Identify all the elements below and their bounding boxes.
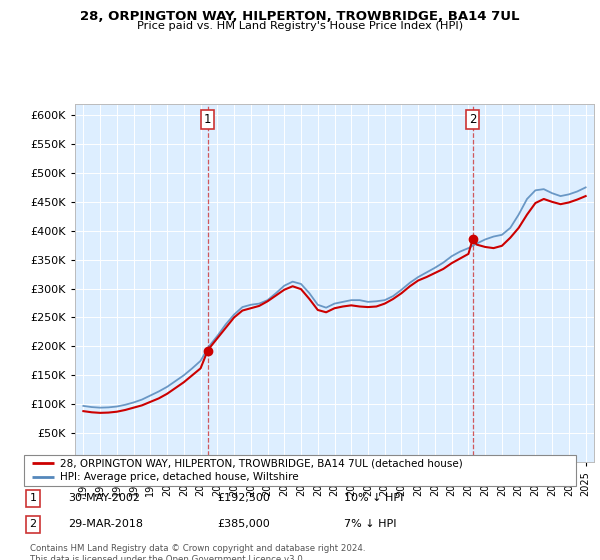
Text: £385,000: £385,000	[217, 519, 270, 529]
Text: 7% ↓ HPI: 7% ↓ HPI	[344, 519, 397, 529]
Text: 29-MAR-2018: 29-MAR-2018	[68, 519, 143, 529]
Text: 10% ↓ HPI: 10% ↓ HPI	[344, 493, 404, 503]
Text: 28, ORPINGTON WAY, HILPERTON, TROWBRIDGE, BA14 7UL (detached house): 28, ORPINGTON WAY, HILPERTON, TROWBRIDGE…	[60, 458, 463, 468]
Text: £192,500: £192,500	[217, 493, 270, 503]
Text: 1: 1	[204, 113, 211, 125]
Text: 1: 1	[29, 493, 37, 503]
Text: 30-MAY-2002: 30-MAY-2002	[68, 493, 140, 503]
Text: 2: 2	[29, 519, 37, 529]
Text: HPI: Average price, detached house, Wiltshire: HPI: Average price, detached house, Wilt…	[60, 472, 299, 482]
Text: 2: 2	[469, 113, 476, 125]
Text: 28, ORPINGTON WAY, HILPERTON, TROWBRIDGE, BA14 7UL: 28, ORPINGTON WAY, HILPERTON, TROWBRIDGE…	[80, 10, 520, 23]
FancyBboxPatch shape	[24, 455, 576, 486]
Text: Contains HM Land Registry data © Crown copyright and database right 2024.
This d: Contains HM Land Registry data © Crown c…	[30, 544, 365, 560]
Text: Price paid vs. HM Land Registry's House Price Index (HPI): Price paid vs. HM Land Registry's House …	[137, 21, 463, 31]
